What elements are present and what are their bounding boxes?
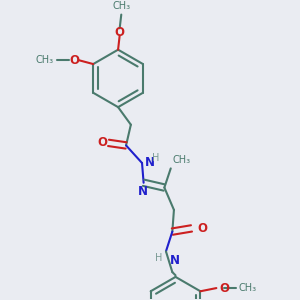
Text: O: O xyxy=(98,136,108,149)
Text: CH₃: CH₃ xyxy=(238,283,256,293)
Text: CH₃: CH₃ xyxy=(36,55,54,65)
Text: CH₃: CH₃ xyxy=(172,155,190,165)
Text: N: N xyxy=(138,185,148,198)
Text: CH₃: CH₃ xyxy=(112,2,130,11)
Text: N: N xyxy=(145,157,154,169)
Text: O: O xyxy=(69,54,79,67)
Text: O: O xyxy=(115,26,125,39)
Text: H: H xyxy=(155,253,163,263)
Text: O: O xyxy=(197,222,207,235)
Text: O: O xyxy=(220,282,230,295)
Text: H: H xyxy=(152,153,160,163)
Text: N: N xyxy=(170,254,180,267)
